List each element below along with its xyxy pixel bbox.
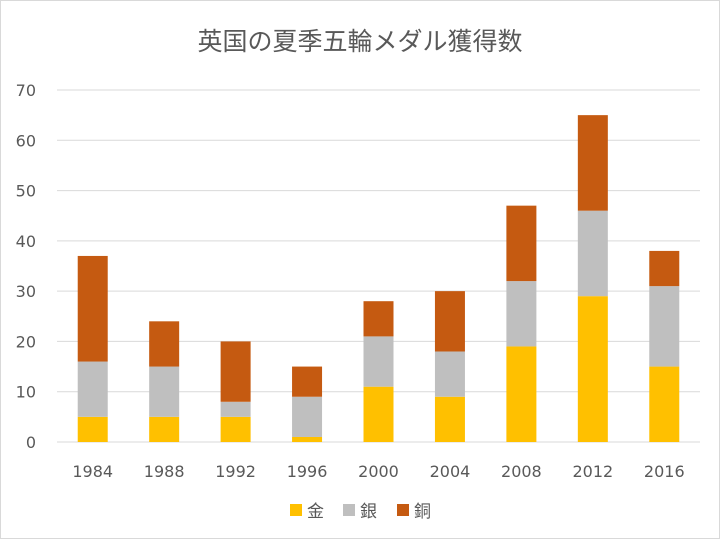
bar-segment [434,351,465,397]
bar-segment [77,416,108,442]
bar-segment [506,281,537,347]
bar-segment [649,250,680,287]
bar-segment [220,341,251,402]
x-tick-label: 2016 [644,462,685,481]
x-tick-label: 2000 [358,462,399,481]
x-tick-label: 2008 [501,462,542,481]
bar-segment [77,255,108,362]
bar-segment [220,416,251,442]
bar-segment [434,291,465,352]
chart-title: 英国の夏季五輪メダル獲得数 [197,27,522,56]
bar-segment [434,396,465,442]
x-tick-label: 2012 [572,462,613,481]
bar-segment [577,115,608,211]
bar-segment [77,361,108,417]
x-tick-label: 1996 [287,462,328,481]
bar-segment [649,286,680,367]
y-tick-label: 20 [16,332,36,351]
legend-label: 銀 [360,502,377,522]
y-tick-label: 0 [26,433,36,452]
y-tick-label: 10 [16,383,36,402]
y-tick-label: 50 [16,182,36,201]
bar-segment [506,346,537,442]
bar-segment [363,301,394,337]
x-axis-tick-labels: 1984 1988 1992 1996 2000 2004 2008 2012 2016 [72,462,684,481]
bar-segment [220,401,251,417]
bar-segment [577,210,608,297]
bar-segment [292,396,323,437]
y-tick-label: 30 [16,282,36,301]
legend: 金銀銅 [290,502,431,522]
y-tick-label: 60 [16,131,36,150]
legend-swatch [290,504,302,516]
legend-label: 銅 [414,502,431,522]
y-tick-label: 40 [16,232,36,251]
x-tick-label: 1992 [215,462,256,481]
x-tick-label: 1984 [72,462,113,481]
bar-segment [649,366,680,442]
bar-segment [506,205,537,282]
legend-label: 金 [307,502,324,522]
y-tick-label: 70 [16,81,36,100]
bar-segment [149,321,180,367]
x-tick-label: 2004 [430,462,471,481]
bars [77,115,680,442]
bar-segment [149,416,180,442]
legend-swatch [397,504,409,516]
bar-segment [577,296,608,442]
bar-segment [292,366,323,397]
bar-segment [292,436,323,442]
y-axis-tick-labels: 0 10 20 30 40 50 60 70 [16,81,36,452]
legend-swatch [343,504,355,516]
x-tick-label: 1988 [144,462,185,481]
bar-segment [363,336,394,387]
bar-segment [363,386,394,442]
bar-segment [149,366,180,417]
